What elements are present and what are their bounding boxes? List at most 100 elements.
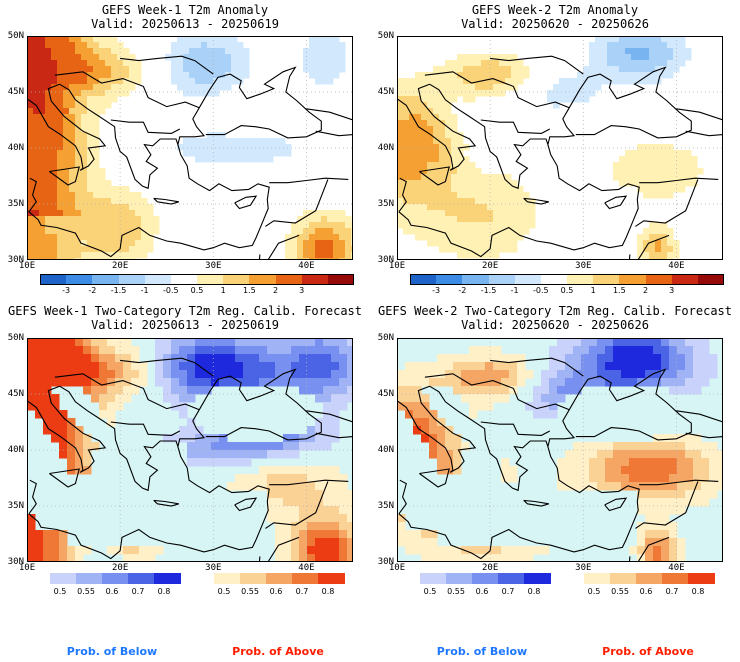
colorbar-swatch [420,573,447,584]
colorbar-swatch [514,274,542,285]
lon-label: 30E [575,261,592,271]
colorbar-swatch [318,573,345,584]
colorbar-swatch [410,274,437,285]
colorbar-swatch [266,573,293,584]
legend-prob-above-right: Prob. of Above [602,645,694,658]
lon-label: 10E [18,563,36,573]
colorbar-label: 3 [669,286,675,295]
map-frame [27,338,353,562]
colorbar-swatch [645,274,673,285]
colorbar-swatch [688,573,715,584]
colorbar-label: -1 [140,286,149,295]
colorbar-label: -0.5 [533,286,549,295]
colorbar-swatch [446,573,473,584]
lat-label: 50N [377,333,394,343]
gridlines [27,338,353,562]
colorbar-swatch [292,573,319,584]
colorbar-label: 0.6 [639,587,653,596]
panel-title: GEFS Week-1 Two-Category T2m Reg. Calib.… [7,304,362,318]
lon-label: 40E [668,563,685,573]
panel-title: GEFS Week-2 T2m Anomaly [471,3,639,17]
colorbar-border [40,274,354,285]
colorbar-swatch [636,573,663,584]
colorbar-label: -3 [62,286,71,295]
colorbar-label: 0.55 [241,587,259,596]
colorbar-swatch [275,274,303,285]
colorbar-label: 0.55 [447,587,465,596]
lon-label: 20E [482,261,499,271]
lat-label: 50N [7,333,24,343]
colorbar-label: 0.55 [77,587,95,596]
colorbar-label: 0.5 [587,587,601,596]
colorbar-label: -1.5 [480,286,497,295]
panel-valid-dates: Valid: 20250613 - 20250619 [91,17,279,31]
colorbar-label: 0.5 [560,286,574,295]
colorbar-label: 0.7 [665,587,679,596]
colorbar-swatch [249,274,276,285]
lat-label: 35N [7,199,24,209]
map-frame [397,338,723,562]
panel-week1-anomaly: GEFS Week-1 T2m Anomaly Valid: 20250613 … [0,0,370,300]
lat-label: 40N [7,445,24,455]
colorbar-swatch [436,274,463,285]
panel-title: GEFS Week-1 T2m Anomaly [101,3,269,17]
colorbar-swatch [301,274,329,285]
colorbar-label: 0.5 [53,587,67,596]
colorbar-swatch [327,274,355,285]
lat-label: 50N [7,31,24,41]
colorbar-label: 0.7 [131,587,145,596]
colorbar-swatch [102,573,129,584]
lat-label: 45N [7,389,24,399]
colorbar-swatch [144,274,172,285]
lat-label: 30N [377,255,394,265]
colorbar-label: 0.5 [423,587,437,596]
lon-label: 10E [18,261,36,271]
colorbar-label: 0.7 [501,587,515,596]
colorbar-swatch [128,573,155,584]
lat-label: 30N [377,557,394,567]
coastlines-borders [27,55,353,260]
colorbar-swatch [697,274,725,285]
colorbar-label: 2 [642,286,649,295]
lat-label: 45N [377,87,394,97]
legend-prob-above-left: Prob. of Above [232,645,324,658]
panel-valid-dates: Valid: 20250620 - 20250626 [461,318,649,332]
lon-label: 20E [112,261,129,271]
map-p3 [27,338,353,562]
colorbar-label: 0.8 [321,587,335,596]
map-p1 [27,36,353,260]
coastlines-borders [397,55,723,260]
colorbar-swatch [462,274,489,285]
colorbar-label: 0.6 [105,587,119,596]
colorbar-label: 0.8 [527,587,541,596]
colorbar-label: 0.8 [157,587,171,596]
map-frame [27,36,353,260]
colorbar-swatch [76,573,103,584]
colorbar-swatch [170,274,198,285]
colorbar-label: 3 [299,286,305,295]
anomaly-colorbar-week1: -3 -2 -1.5 -1 -0.5 0.5 1 1.5 2 3 [40,274,355,298]
prob-below-colorbar-week1: 0.5 0.55 0.6 0.7 0.8 [50,573,181,599]
colorbar-label: 0.8 [691,587,705,596]
panel-valid-dates: Valid: 20250620 - 20250626 [461,17,649,31]
lat-label: 40N [7,143,24,153]
lat-label: 35N [7,501,24,511]
colorbar-label: 1.5 [612,286,626,295]
colorbar-label: 0.7 [295,587,309,596]
colorbar-swatch [240,573,267,584]
colorbar-swatch [214,573,241,584]
lat-label: 35N [377,501,394,511]
colorbar-label: 0.5 [217,587,231,596]
colorbar-label: 0.55 [611,587,629,596]
lon-label: 30E [205,261,222,271]
colorbar-swatch [472,573,499,584]
lon-label: 30E [575,563,592,573]
legend-prob-below-right: Prob. of Below [436,645,528,658]
map-p2 [397,36,723,260]
colorbar-label: -1 [510,286,519,295]
map-p4 [397,338,723,562]
colorbar-swatch [524,573,551,584]
colorbar-swatch [619,274,646,285]
lon-label: 40E [298,261,315,271]
lon-label: 30E [205,563,222,573]
